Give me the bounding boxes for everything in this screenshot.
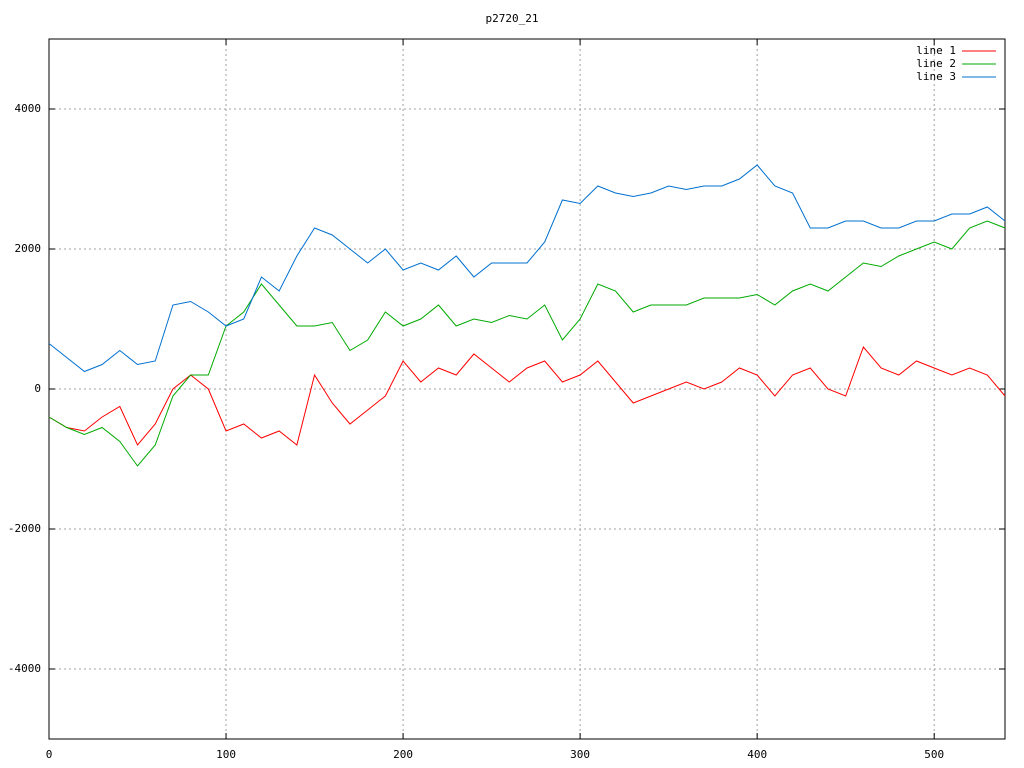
- x-tick-label: 200: [393, 748, 413, 761]
- y-tick-label: -2000: [8, 522, 41, 535]
- y-tick-label: 0: [34, 382, 41, 395]
- x-tick-label: 500: [924, 748, 944, 761]
- data-line: [48, 346, 1006, 446]
- legend-label: line 1: [916, 44, 956, 57]
- chart-title: p2720_21: [486, 12, 539, 25]
- y-tick-label: -4000: [8, 662, 41, 675]
- x-tick-label: 100: [216, 748, 236, 761]
- x-tick-label: 0: [46, 748, 53, 761]
- data-line: [48, 220, 1006, 467]
- plot-frame: [48, 38, 1006, 740]
- legend-label: line 2: [916, 57, 956, 70]
- legend-label: line 3: [916, 70, 956, 83]
- data-line: [48, 164, 1006, 373]
- y-tick-label: 4000: [15, 102, 42, 115]
- x-tick-label: 300: [570, 748, 590, 761]
- x-tick-label: 400: [747, 748, 767, 761]
- y-tick-label: 2000: [15, 242, 42, 255]
